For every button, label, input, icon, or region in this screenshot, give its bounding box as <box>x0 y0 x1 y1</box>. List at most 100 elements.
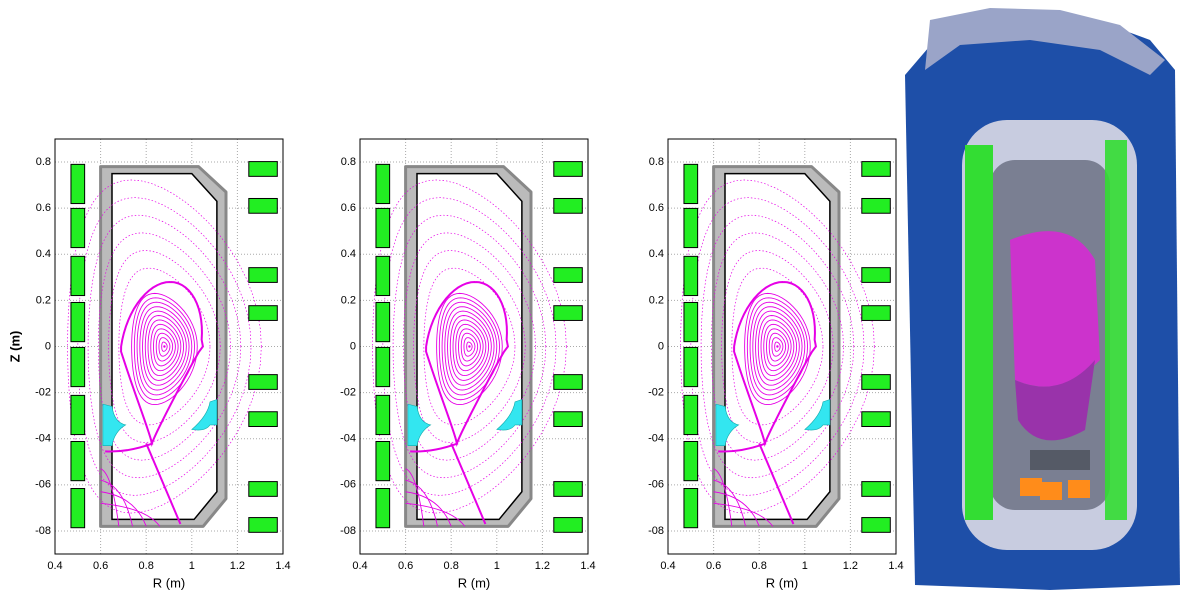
coil <box>554 162 583 177</box>
cs-coil <box>965 145 993 520</box>
coil <box>862 306 891 321</box>
y-tick-label: -08 <box>35 525 51 537</box>
coil <box>554 198 583 213</box>
plot: 0.4 0.6 0.8 1 1.2 1.4 0.8 0.6 0.4 0.2 0 -02 -04 -06 -0… <box>7 139 290 590</box>
coil <box>249 306 277 321</box>
y-tick-label: -02 <box>648 387 664 399</box>
x-tick-label: 0.8 <box>444 560 459 572</box>
y-tick-label: -06 <box>340 479 356 491</box>
coil <box>554 518 583 533</box>
x-tick-label: 0.6 <box>398 560 413 572</box>
coil <box>376 441 390 480</box>
y-tick-label: 0 <box>350 340 356 352</box>
coil <box>71 208 85 247</box>
coil <box>684 347 698 386</box>
x-tick-label: 1.2 <box>535 560 550 572</box>
coil <box>684 302 698 341</box>
x-tick-label: 0.6 <box>706 560 721 572</box>
coil <box>71 302 85 341</box>
coil <box>249 268 277 283</box>
y-tick-label: 0.6 <box>36 202 51 214</box>
x-tick-label: 1 <box>189 560 195 572</box>
y-tick-label: -02 <box>35 387 51 399</box>
coil <box>862 375 891 390</box>
figure: 0.4 0.6 0.8 1 1.2 1.4 0.8 0.6 0.4 0.2 0 -02 -04 -06 -0… <box>0 0 1184 595</box>
x-tick-label: 0.4 <box>47 560 62 572</box>
coil <box>862 482 891 497</box>
y-tick-label: -08 <box>340 525 356 537</box>
y-tick-label: -02 <box>340 387 356 399</box>
y-tick-label: 0.8 <box>341 156 356 168</box>
y-tick-label: 0.2 <box>36 294 51 306</box>
x-tick-label: 1 <box>802 560 808 572</box>
y-tick-label: 0 <box>45 340 51 352</box>
coil <box>376 302 390 341</box>
coil <box>71 441 85 480</box>
x-tick-label: 0.4 <box>660 560 675 572</box>
coil <box>71 347 85 386</box>
y-tick-label: 0.4 <box>36 248 51 260</box>
y-tick-label: -04 <box>35 433 51 445</box>
coil <box>554 268 583 283</box>
coil <box>554 482 583 497</box>
coil <box>684 164 698 203</box>
y-tick-label: 0.2 <box>649 294 664 306</box>
coil <box>376 395 390 434</box>
x-axis-label: R (m) <box>458 575 491 590</box>
y-tick-label: -04 <box>340 433 356 445</box>
plasma <box>1010 231 1100 387</box>
y-tick-label: 0.8 <box>649 156 664 168</box>
y-tick-label: -06 <box>35 479 51 491</box>
x-tick-label: 0.8 <box>139 560 154 572</box>
x-tick-label: 1 <box>494 560 500 572</box>
y-tick-label: 0.2 <box>341 294 356 306</box>
y-tick-label: -04 <box>648 433 664 445</box>
coil <box>554 412 583 427</box>
coil <box>684 256 698 295</box>
y-tick-label: 0.6 <box>649 202 664 214</box>
coil <box>71 256 85 295</box>
coil <box>684 441 698 480</box>
x-tick-label: 1.4 <box>888 560 903 572</box>
x-axis-label: R (m) <box>766 575 799 590</box>
component <box>1040 482 1062 500</box>
coil <box>249 375 277 390</box>
y-axis-label: Z (m) <box>7 331 22 363</box>
device-render <box>905 8 1180 590</box>
y-tick-label: 0.6 <box>341 202 356 214</box>
y-tick-label: 0.4 <box>649 248 664 260</box>
coil <box>249 518 277 533</box>
magnetic-axis <box>776 345 778 347</box>
x-tick-label: 1.2 <box>230 560 245 572</box>
coil <box>684 395 698 434</box>
coil <box>71 489 85 528</box>
magnetic-axis <box>163 345 165 347</box>
x-tick-label: 0.4 <box>352 560 367 572</box>
magnetic-axis <box>468 345 470 347</box>
pf-coils <box>1105 140 1127 520</box>
coil <box>684 208 698 247</box>
x-tick-label: 1.4 <box>275 560 290 572</box>
component <box>1068 480 1090 498</box>
y-tick-label: 0.8 <box>36 156 51 168</box>
x-tick-label: 1.2 <box>843 560 858 572</box>
coil <box>862 518 891 533</box>
plot: 0.40.60.811.21.40.80.60.40.20-02-04-06-0… <box>648 139 904 590</box>
y-tick-label: 0 <box>658 340 664 352</box>
coil <box>249 162 277 177</box>
coil <box>71 395 85 434</box>
divertor <box>1030 450 1090 470</box>
coil <box>684 489 698 528</box>
x-axis-label: R (m) <box>153 575 186 590</box>
y-tick-label: -08 <box>648 525 664 537</box>
y-tick-label: 0.4 <box>341 248 356 260</box>
coil <box>249 198 277 213</box>
coil <box>71 164 85 203</box>
x-tick-label: 0.8 <box>752 560 767 572</box>
coil <box>554 306 583 321</box>
coil <box>376 256 390 295</box>
x-tick-label: 0.6 <box>93 560 108 572</box>
coil <box>554 375 583 390</box>
coil <box>376 489 390 528</box>
